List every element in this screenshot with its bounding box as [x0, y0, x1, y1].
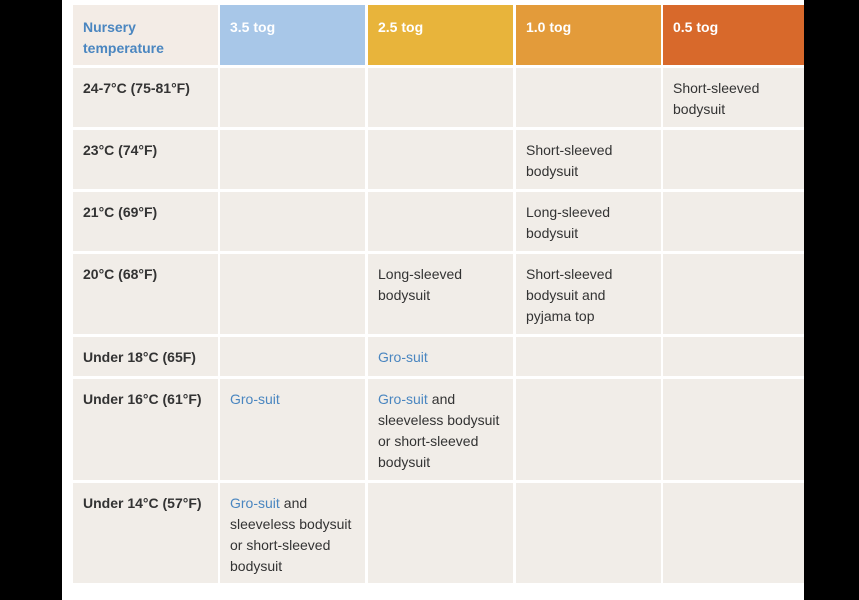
row-label: 23°C (74°F)	[73, 130, 218, 189]
header-cell: 0.5 tog	[663, 5, 804, 65]
cell-text: and sleeveless bodysuit or short-sleeved…	[230, 495, 352, 574]
table-cell	[516, 379, 661, 480]
table-cell: Long-sleeved bodysuit	[368, 254, 513, 334]
gro-suit-link[interactable]: Gro-suit	[230, 391, 280, 407]
cell-text: Short-sleeved bodysuit and pyjama top	[526, 266, 613, 324]
cell-text: and sleeveless bodysuit or short-sleeved…	[378, 391, 500, 470]
gro-suit-link[interactable]: Gro-suit	[378, 349, 428, 365]
table-cell	[220, 68, 365, 127]
table-cell	[516, 337, 661, 376]
row-label: Under 14°C (57°F)	[73, 483, 218, 583]
row-label: 21°C (69°F)	[73, 192, 218, 251]
table-cell: Short-sleeved bodysuit and pyjama top	[516, 254, 661, 334]
table-cell	[516, 483, 661, 583]
cell-text: Long-sleeved bodysuit	[378, 266, 463, 303]
cell-text: Long-sleeved bodysuit	[526, 204, 611, 241]
gro-suit-link[interactable]: Gro-suit	[378, 391, 428, 407]
cell-text: Short-sleeved bodysuit	[526, 142, 613, 179]
row-label: Under 18°C (65F)	[73, 337, 218, 376]
header-cell: Nursery temperature	[73, 5, 218, 65]
table-cell: Gro-suit and sleeveless bodysuit or short…	[368, 379, 513, 480]
table-cell: Short-sleeved bodysuit	[663, 68, 804, 127]
table-cell: Long-sleeved bodysuit	[516, 192, 661, 251]
table-cell	[368, 192, 513, 251]
header-cell: 1.0 tog	[516, 5, 661, 65]
table-cell	[368, 483, 513, 583]
table-cell: Gro-suit and sleeveless bodysuit or short…	[220, 483, 365, 583]
table-cell: Gro-suit	[220, 379, 365, 480]
cell-text: Short-sleeved bodysuit	[673, 80, 760, 117]
row-label: Under 16°C (61°F)	[73, 379, 218, 480]
header-cell: 3.5 tog	[220, 5, 365, 65]
table-cell	[368, 68, 513, 127]
table-cell	[368, 130, 513, 189]
table-cell	[663, 254, 804, 334]
table-cell	[220, 130, 365, 189]
table-cell	[663, 130, 804, 189]
tog-table: Nursery temperature 3.5 tog 2.5 tog 1.0 tog…	[62, 0, 804, 600]
table-cell	[663, 379, 804, 480]
table-cell	[663, 192, 804, 251]
table-cell	[663, 337, 804, 376]
row-label: 24-7°C (75-81°F)	[73, 68, 218, 127]
table-cell	[663, 483, 804, 583]
row-label: 20°C (68°F)	[73, 254, 218, 334]
header-cell: 2.5 tog	[368, 5, 513, 65]
table-cell: Short-sleeved bodysuit	[516, 130, 661, 189]
table-cell	[220, 337, 365, 376]
table-cell: Gro-suit	[368, 337, 513, 376]
gro-suit-link[interactable]: Gro-suit	[230, 495, 280, 511]
table-cell	[220, 254, 365, 334]
table-cell	[220, 192, 365, 251]
table-cell	[516, 68, 661, 127]
